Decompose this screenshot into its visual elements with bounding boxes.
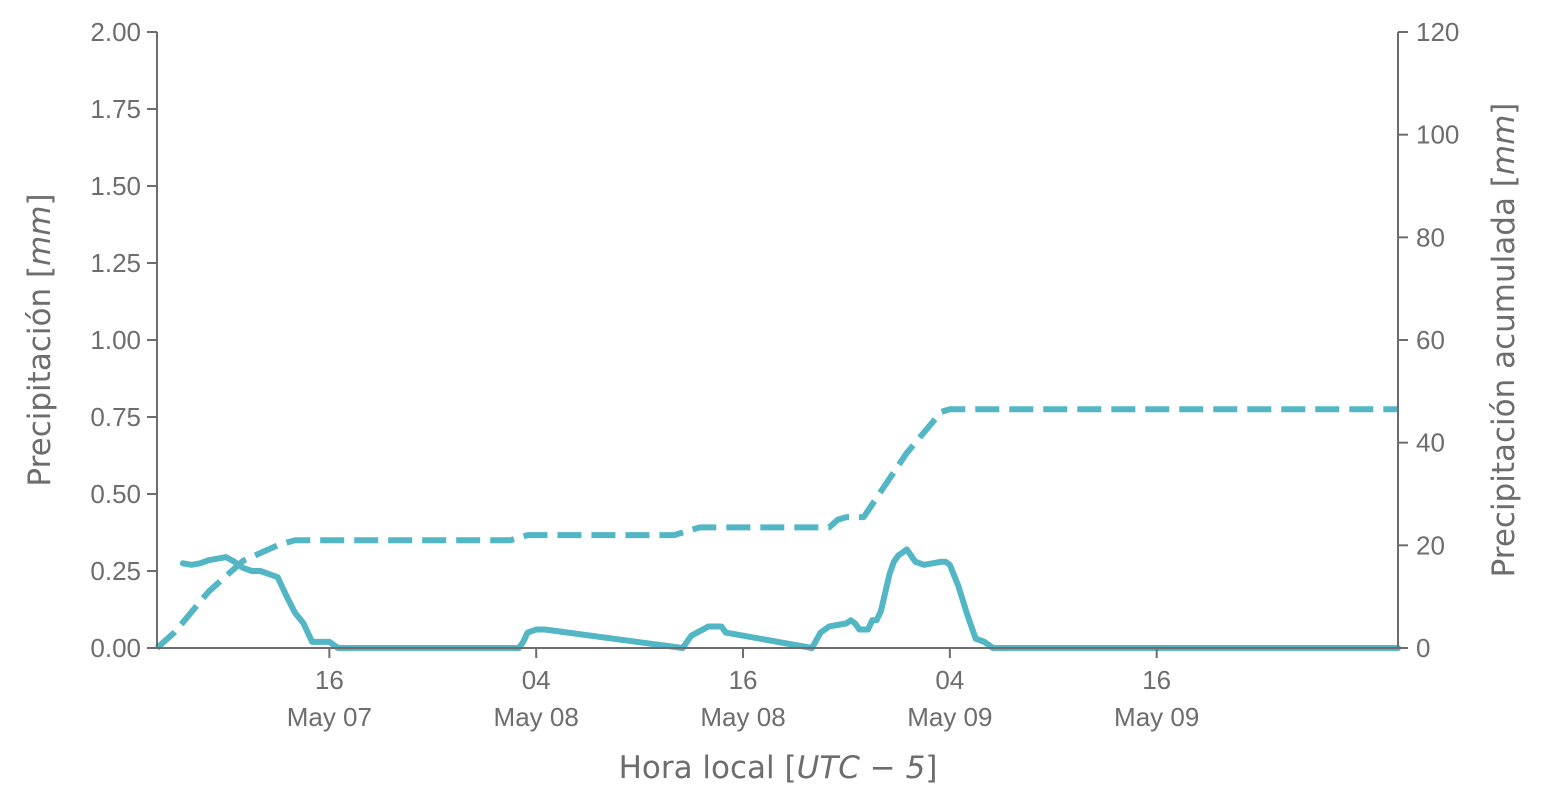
x-axis-title-pre: Hora local [ xyxy=(619,750,797,786)
left-y-axis-title-math: mm xyxy=(22,206,58,266)
cumulative-precipitation-line xyxy=(155,406,1398,651)
x-tick-label-hour: 04 xyxy=(935,665,964,695)
x-tick-label-hour: 16 xyxy=(1142,665,1171,695)
right-y-tick-label: 60 xyxy=(1416,325,1445,355)
left-y-tick-label: 1.00 xyxy=(90,325,141,355)
right-y-axis-title-math: mm xyxy=(1486,115,1522,175)
series-layer xyxy=(155,406,1401,651)
right-y-tick-label: 0 xyxy=(1416,633,1430,663)
left-y-tick-label: 1.25 xyxy=(90,248,141,278)
left-y-axis-title: Precipitación [mm] xyxy=(22,193,58,486)
left-y-axis-title-pre: Precipitación [ xyxy=(22,266,58,487)
x-axis-title: Hora local [UTC − 5] xyxy=(619,750,938,786)
x-tick-label-hour: 16 xyxy=(315,665,344,695)
left-y-tick-label: 0.75 xyxy=(90,402,141,432)
x-tick-label-date: May 08 xyxy=(700,702,785,732)
right-y-tick-label: 100 xyxy=(1416,120,1459,150)
left-y-tick-label: 1.75 xyxy=(90,94,141,124)
x-tick-label-hour: 16 xyxy=(729,665,758,695)
x-tick-label-date: May 09 xyxy=(907,702,992,732)
left-y-tick-label: 1.50 xyxy=(90,171,141,201)
x-tick-label-date: May 08 xyxy=(494,702,579,732)
right-y-axis-title-post: ] xyxy=(1486,103,1522,115)
right-y-axis-title: Precipitación acumulada [mm] xyxy=(1486,103,1522,578)
right-y-axis-title-pre: Precipitación acumulada [ xyxy=(1486,175,1522,577)
right-y-tick-label: 20 xyxy=(1416,530,1445,560)
x-axis-title-math: UTC − 5 xyxy=(797,750,926,786)
left-y-tick-label: 2.00 xyxy=(90,17,141,47)
right-y-tick-label: 120 xyxy=(1416,17,1459,47)
x-axis-title-post: ] xyxy=(925,750,937,786)
x-tick-label-date: May 09 xyxy=(1114,702,1199,732)
axes-layer xyxy=(156,32,1399,649)
right-y-tick-label: 40 xyxy=(1416,428,1445,458)
ticks-layer: 0.00 0.25 0.50 0.75 1.00 1.25 1.50 1.75 2.00 0 20 4… xyxy=(90,17,1459,732)
left-y-tick-label: 0.25 xyxy=(90,556,141,586)
left-y-axis-title-post: ] xyxy=(22,193,58,205)
left-y-tick-label: 0.50 xyxy=(90,479,141,509)
precipitation-line xyxy=(179,546,1401,651)
left-y-tick-label: 0.00 xyxy=(90,633,141,663)
right-y-tick-label: 80 xyxy=(1416,222,1445,252)
x-tick-label-date: May 07 xyxy=(287,702,372,732)
x-tick-label-hour: 04 xyxy=(522,665,551,695)
